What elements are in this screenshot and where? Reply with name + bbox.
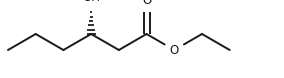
Text: O: O bbox=[170, 44, 179, 56]
Text: OH: OH bbox=[82, 0, 100, 4]
Text: O: O bbox=[142, 0, 151, 7]
